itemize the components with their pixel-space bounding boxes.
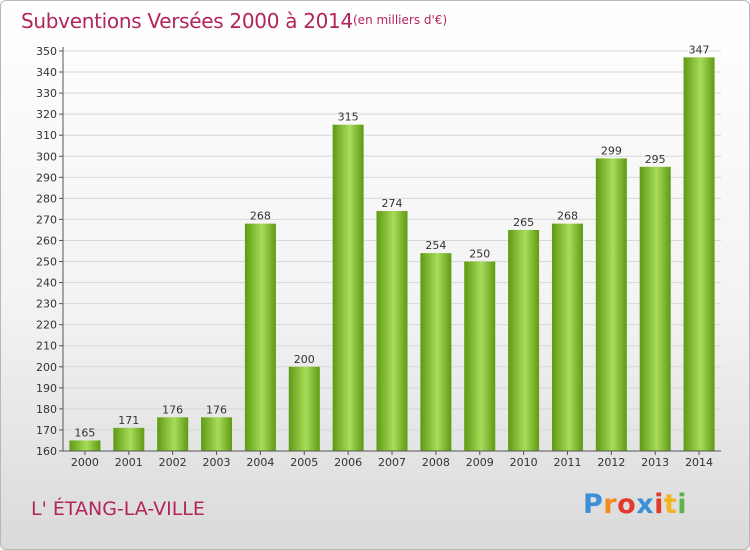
x-tick-label: 2011 xyxy=(553,456,581,469)
y-tick-label: 350 xyxy=(36,45,57,58)
x-tick-label: 2000 xyxy=(71,456,99,469)
y-tick-label: 250 xyxy=(36,256,57,269)
x-tick-label: 2014 xyxy=(685,456,713,469)
x-tick-label: 2007 xyxy=(378,456,406,469)
x-tick-label: 2010 xyxy=(510,456,538,469)
bar-value-label: 176 xyxy=(206,403,227,416)
bar-2008 xyxy=(420,253,452,451)
y-tick-label: 210 xyxy=(36,340,57,353)
unit-note: (en milliers d'€) xyxy=(353,13,448,27)
y-tick-label: 280 xyxy=(36,192,57,205)
bar-2000 xyxy=(69,440,101,451)
x-tick-label: 2013 xyxy=(641,456,669,469)
x-tick-label: 2006 xyxy=(334,456,362,469)
bar-2006 xyxy=(332,124,364,452)
logo-letter: P xyxy=(583,489,604,520)
y-tick-label: 160 xyxy=(36,445,57,458)
logo-letter: o xyxy=(617,489,637,520)
y-tick-label: 340 xyxy=(36,66,57,79)
bar-2014 xyxy=(683,57,715,451)
x-tick-label: 2003 xyxy=(203,456,231,469)
y-tick-label: 260 xyxy=(36,234,57,247)
logo-letter: t xyxy=(663,489,678,520)
y-tick-label: 300 xyxy=(36,150,57,163)
y-tick-label: 270 xyxy=(36,213,57,226)
x-tick-label: 2005 xyxy=(290,456,318,469)
commune-name: L' ÉTANG-LA-VILLE xyxy=(31,498,205,520)
x-tick-label: 2012 xyxy=(597,456,625,469)
y-tick-label: 220 xyxy=(36,319,57,332)
logo-letter: r xyxy=(603,489,618,520)
bar-2003 xyxy=(201,417,233,451)
y-tick-label: 330 xyxy=(36,87,57,100)
axes: 160 170 180 190 200 210 220 230 240 250 260 270 280 2… xyxy=(36,45,721,469)
x-tick-label: 2008 xyxy=(422,456,450,469)
x-tick-label: 2001 xyxy=(115,456,143,469)
bar-value-label: 295 xyxy=(645,153,666,166)
logo-letter: i xyxy=(677,489,688,520)
y-tick-label: 190 xyxy=(36,382,57,395)
y-tick-label: 200 xyxy=(36,361,57,374)
proxiti-logo[interactable]: Proxiti xyxy=(583,489,687,520)
bar-value-label: 265 xyxy=(513,216,534,229)
bars: 165 171 176 176 268 200 315 274 254 250 265 268 299 2… xyxy=(69,43,715,452)
y-tick-label: 290 xyxy=(36,171,57,184)
bar-2005 xyxy=(288,366,320,451)
bar-value-label: 171 xyxy=(118,414,139,427)
bar-2012 xyxy=(595,158,627,452)
bar-value-label: 268 xyxy=(250,210,271,223)
bar-value-label: 268 xyxy=(557,210,578,223)
bar-2001 xyxy=(113,427,145,451)
bar-value-label: 200 xyxy=(294,353,315,366)
bar-2011 xyxy=(551,223,583,451)
bar-value-label: 274 xyxy=(382,197,403,210)
bar-2002 xyxy=(157,417,189,451)
y-tick-label: 170 xyxy=(36,424,57,437)
bar-2007 xyxy=(376,211,408,451)
bar-2009 xyxy=(464,261,496,451)
logo-letter: i xyxy=(654,489,664,520)
x-tick-label: 2002 xyxy=(159,456,187,469)
y-tick-label: 310 xyxy=(36,129,57,142)
y-tick-label: 230 xyxy=(36,298,57,311)
y-tick-label: 320 xyxy=(36,108,57,121)
chart-title: Subventions Versées 2000 à 2014 xyxy=(21,9,353,33)
logo-letter: x xyxy=(636,489,655,520)
bar-value-label: 347 xyxy=(689,43,710,56)
bar-value-label: 299 xyxy=(601,144,622,157)
bar-value-label: 250 xyxy=(469,248,490,261)
bar-value-label: 165 xyxy=(74,426,95,439)
bar-value-label: 176 xyxy=(162,403,183,416)
x-tick-label: 2009 xyxy=(466,456,494,469)
y-tick-label: 240 xyxy=(36,277,57,290)
bar-value-label: 254 xyxy=(425,239,446,252)
bar-2013 xyxy=(639,166,671,451)
x-tick-label: 2004 xyxy=(246,456,274,469)
bar-2010 xyxy=(508,229,540,451)
bar-2004 xyxy=(244,223,276,451)
bar-value-label: 315 xyxy=(338,111,359,124)
y-tick-label: 180 xyxy=(36,403,57,416)
